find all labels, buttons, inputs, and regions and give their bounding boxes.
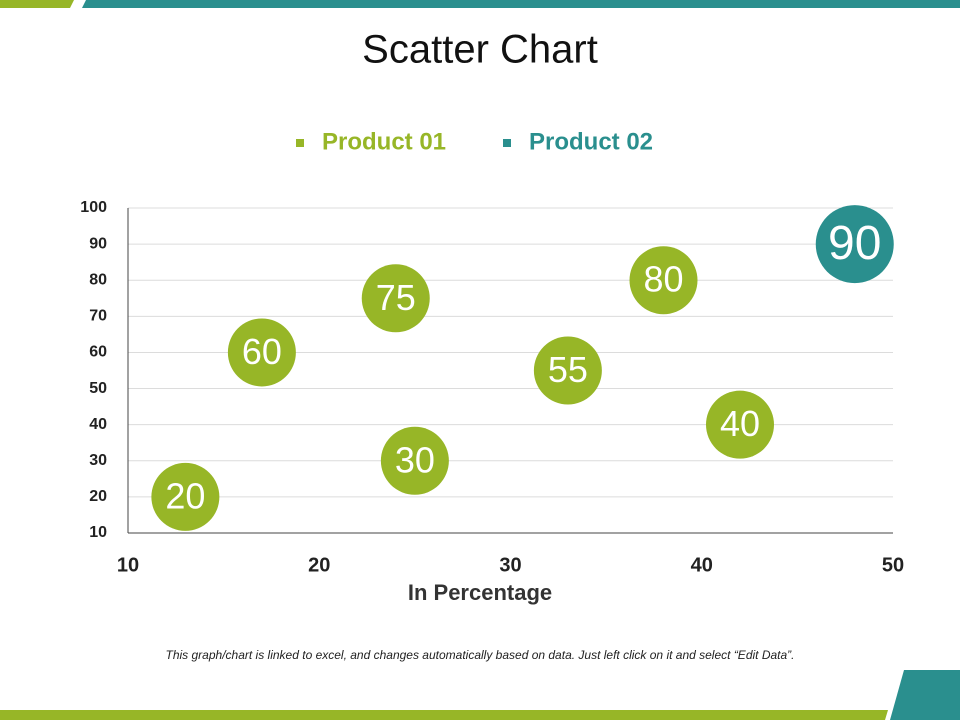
data-label: 40 [720,403,760,444]
point [706,390,774,459]
data-label: 75 [376,277,416,318]
data-label: 20 [165,475,205,516]
data-label: 80 [643,259,683,300]
y-tick-label: 90 [89,235,107,252]
top-bar-left [0,0,74,8]
x-tick-label: 20 [308,554,330,576]
legend-marker [503,139,511,147]
data-label: 90 [828,217,881,270]
point [361,264,430,333]
y-tick-label: 60 [89,344,107,361]
footnote: This graph/chart is linked to excel, and… [166,648,795,662]
point [629,246,698,315]
point [227,318,296,387]
x-axis-label: In Percentage [408,580,552,605]
y-tick-label: 80 [89,271,107,288]
bottom-corner [890,670,960,720]
x-tick-label: 30 [499,554,521,576]
data-label: 55 [548,349,588,390]
point [380,426,449,495]
y-tick-label: 50 [89,380,107,397]
y-tick-label: 70 [89,308,107,325]
point [815,205,894,284]
chart-title: Scatter Chart [362,28,598,72]
y-tick-label: 40 [89,416,107,433]
y-tick-label: 30 [89,452,107,469]
legend-marker [296,139,304,147]
x-tick-label: 50 [882,554,904,576]
legend-label: Product 01 [322,128,446,155]
data-label: 60 [242,331,282,372]
y-tick-label: 10 [89,524,107,541]
bottom-bar [0,710,888,720]
legend-label: Product 02 [529,128,653,155]
x-tick-label: 40 [691,554,713,576]
data-label: 30 [395,439,435,480]
x-tick-label: 10 [117,554,139,576]
top-bar-right [82,0,960,8]
point [533,336,602,405]
y-tick-label: 20 [89,488,107,505]
y-tick-label: 100 [80,199,107,216]
point [151,462,220,531]
